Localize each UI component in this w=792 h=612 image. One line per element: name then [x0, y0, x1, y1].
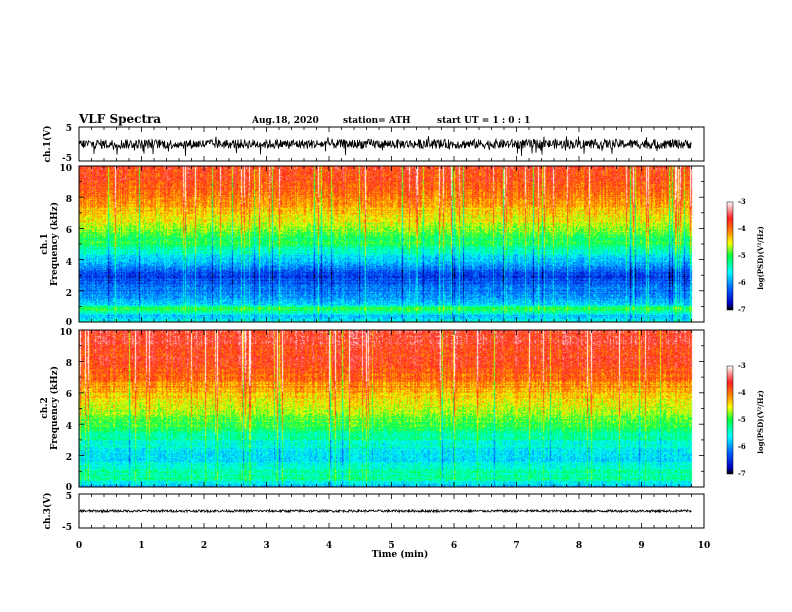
x-tick-label: 5	[388, 541, 394, 551]
x-tick-label: 10	[698, 541, 711, 551]
ch1-freq-tick-2: 2	[66, 289, 72, 299]
ch2-colorbar-label: log(PSD)(V²/Hz)	[756, 390, 765, 454]
ch1-colorbar-label: log(PSD)(V²/Hz)	[756, 226, 765, 290]
ch1-cb-tick-m5: -5	[738, 251, 746, 260]
axis-tick-marks	[78, 127, 705, 528]
ch1-waveform-line	[79, 136, 692, 156]
ch1-freq-tick-10: 10	[59, 164, 72, 174]
ch1-cb-tick-m3: -3	[738, 197, 746, 206]
x-tick-label: 2	[201, 541, 207, 551]
ch1-waveform-ylabel: ch.1(V)	[42, 126, 53, 163]
x-tick-label: 0	[76, 541, 82, 551]
ch1-cb-tick-m6: -6	[738, 278, 746, 287]
ch2-spectrogram-ylabel-channel: ch.2	[40, 397, 50, 418]
ch1-freq-tick-0: 0	[66, 318, 72, 328]
ch1-ytick-bottom: -5	[62, 154, 72, 164]
ch2-colorbar-gradient	[726, 365, 734, 475]
station-label: station= ATH	[343, 116, 411, 126]
ch1-spectrogram-panel: 10 8 6 4 2 0 ch.1 Frequency (kHz)	[40, 164, 705, 328]
date-label: Aug.18, 2020	[251, 116, 319, 126]
ch2-spectrogram-image	[79, 330, 704, 487]
ch2-freq-tick-6: 6	[66, 390, 72, 400]
x-tick-label: 3	[263, 541, 269, 551]
ch1-colorbar-gradient	[726, 201, 734, 311]
ch2-freq-tick-2: 2	[66, 453, 72, 463]
ch2-cb-tick-m6: -6	[738, 442, 746, 451]
ch2-freq-tick-10: 10	[59, 328, 72, 338]
x-axis-label: Time (min)	[372, 549, 429, 560]
ch2-freq-tick-4: 4	[66, 422, 72, 432]
x-tick-label: 8	[576, 541, 582, 551]
x-tick-label: 9	[638, 541, 644, 551]
x-axis-tick-labels: 0 1 2 3 4 5 6 7 8 9 10	[76, 541, 710, 551]
x-tick-label: 6	[451, 541, 457, 551]
ch2-freq-tick-8: 8	[66, 359, 72, 369]
x-tick-label: 4	[326, 541, 332, 551]
ch1-spectrogram-ylabel-frequency: Frequency (kHz)	[49, 202, 60, 286]
ch2-spectrogram-ylabel-frequency: Frequency (kHz)	[49, 366, 60, 450]
ch2-cb-tick-m4: -4	[738, 388, 746, 397]
ch2-colorbar: -3 -4 -5 -6 -7 log(PSD)(V²/Hz)	[726, 361, 765, 478]
ch3-waveform-ylabel: ch.3(V)	[42, 493, 53, 530]
x-tick-label: 1	[138, 541, 144, 551]
ch1-colorbar: -3 -4 -5 -6 -7 log(PSD)(V²/Hz)	[726, 197, 765, 314]
x-tick-label: 7	[513, 541, 519, 551]
ch3-waveform-line	[79, 508, 692, 514]
ch2-spectrogram-panel: 10 8 6 4 2 0 ch.2 Frequency (kHz)	[40, 328, 705, 493]
figure-title: VLF Spectra	[78, 112, 161, 126]
ch1-freq-tick-4: 4	[66, 258, 72, 268]
ch3-ytick-top: 5	[66, 492, 72, 502]
ch2-cb-tick-m5: -5	[738, 415, 746, 424]
ch1-spectrogram-image	[79, 166, 704, 322]
ch1-cb-tick-m7: -7	[738, 305, 746, 314]
start-time-label: start UT = 1 : 0 : 1	[437, 116, 530, 126]
ch2-cb-tick-m7: -7	[738, 469, 746, 478]
ch1-cb-tick-m4: -4	[738, 224, 746, 233]
ch1-freq-tick-8: 8	[66, 195, 72, 205]
ch1-ytick-top: 5	[66, 124, 72, 134]
ch1-freq-tick-6: 6	[66, 226, 72, 236]
ch2-freq-tick-0: 0	[66, 483, 72, 493]
ch1-spectrogram-ylabel-channel: ch.1	[40, 233, 50, 254]
ch2-cb-tick-m3: -3	[738, 361, 746, 370]
ch3-ytick-bottom: -5	[62, 523, 72, 533]
